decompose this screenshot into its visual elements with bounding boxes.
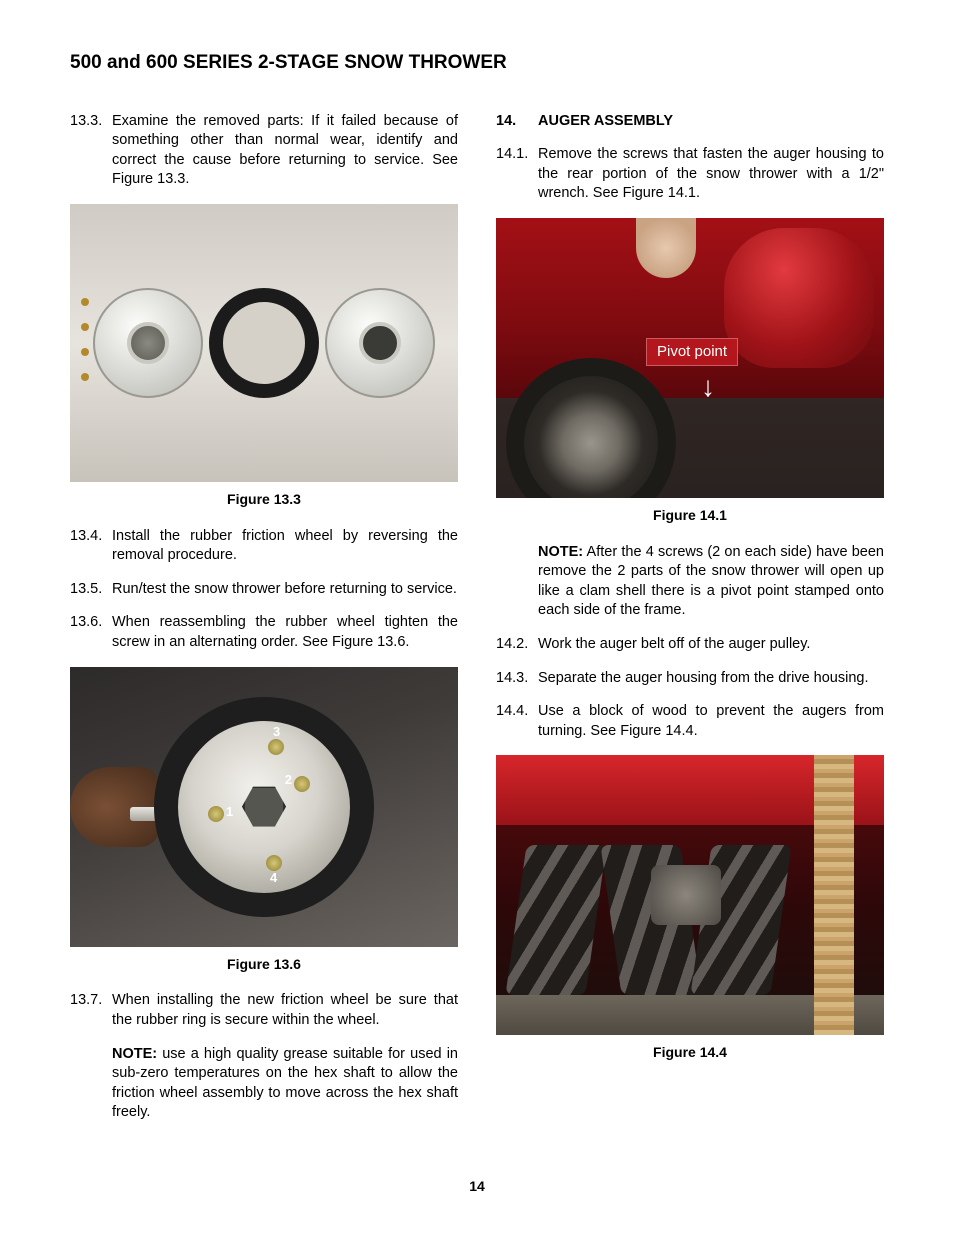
step-13-4: 13.4. Install the rubber friction wheel … xyxy=(70,527,458,566)
figure-caption: Figure 14.1 xyxy=(496,506,884,525)
step-text: Remove the screws that fasten the auger … xyxy=(538,145,884,204)
step-14-2: 14.2. Work the auger belt off of the aug… xyxy=(496,635,884,655)
note-text: After the 4 screws (2 on each side) have… xyxy=(538,544,884,619)
step-14-4: 14.4. Use a block of wood to prevent the… xyxy=(496,702,884,741)
section-title: AUGER ASSEMBLY xyxy=(538,112,673,132)
bolt-number: 1 xyxy=(226,803,233,821)
step-number: 14.1. xyxy=(496,145,538,204)
step-14-1: 14.1. Remove the screws that fasten the … xyxy=(496,145,884,204)
step-number: 14.2. xyxy=(496,635,538,655)
note-label: NOTE: xyxy=(112,1046,157,1062)
step-number: 13.3. xyxy=(70,112,112,190)
step-13-5: 13.5. Run/test the snow thrower before r… xyxy=(70,580,458,600)
step-text: Run/test the snow thrower before returni… xyxy=(112,580,458,600)
figure-caption: Figure 13.6 xyxy=(70,955,458,974)
section-14-heading: 14. AUGER ASSEMBLY xyxy=(496,112,884,132)
step-text: When reassembling the rubber wheel tight… xyxy=(112,613,458,652)
step-text: Use a block of wood to prevent the auger… xyxy=(538,702,884,741)
step-14-3: 14.3. Separate the auger housing from th… xyxy=(496,669,884,689)
note-right: NOTE: After the 4 screws (2 on each side… xyxy=(538,543,884,621)
figure-14-4: Figure 14.4 xyxy=(496,755,884,1062)
page-title: 500 and 600 SERIES 2-STAGE SNOW THROWER xyxy=(70,50,884,76)
step-13-7: 13.7. When installing the new friction w… xyxy=(70,991,458,1030)
page-number: 14 xyxy=(70,1177,884,1196)
bolt-number: 4 xyxy=(270,869,277,887)
figure-13-6-image: 1 2 3 4 xyxy=(70,667,458,947)
step-text: Work the auger belt off of the auger pul… xyxy=(538,635,884,655)
figure-14-4-image xyxy=(496,755,884,1035)
figure-14-1: Pivot point ↓ Figure 14.1 xyxy=(496,218,884,525)
step-number: 13.7. xyxy=(70,991,112,1030)
left-column: 13.3. Examine the removed parts: If it f… xyxy=(70,112,458,1137)
step-number: 13.4. xyxy=(70,527,112,566)
step-number: 13.6. xyxy=(70,613,112,652)
step-number: 14.3. xyxy=(496,669,538,689)
step-13-6: 13.6. When reassembling the rubber wheel… xyxy=(70,613,458,652)
bolt-number: 3 xyxy=(273,723,280,741)
step-text: Separate the auger housing from the driv… xyxy=(538,669,884,689)
note-text: use a high quality grease suitable for u… xyxy=(112,1046,458,1121)
bolt-number: 2 xyxy=(285,771,292,789)
figure-caption: Figure 13.3 xyxy=(70,490,458,509)
pivot-point-callout: Pivot point xyxy=(646,338,738,366)
step-text: Examine the removed parts: If it failed … xyxy=(112,112,458,190)
right-column: 14. AUGER ASSEMBLY 14.1. Remove the scre… xyxy=(496,112,884,1137)
two-column-layout: 13.3. Examine the removed parts: If it f… xyxy=(70,112,884,1137)
note-label: NOTE: xyxy=(538,544,583,560)
arrow-icon: ↓ xyxy=(701,368,715,406)
figure-14-1-image: Pivot point ↓ xyxy=(496,218,884,498)
note-left: NOTE: use a high quality grease suitable… xyxy=(112,1045,458,1123)
figure-13-3: Figure 13.3 xyxy=(70,204,458,509)
figure-13-6: 1 2 3 4 Figure 13.6 xyxy=(70,667,458,974)
figure-13-3-image xyxy=(70,204,458,482)
section-number: 14. xyxy=(496,112,538,132)
figure-caption: Figure 14.4 xyxy=(496,1043,884,1062)
step-13-3: 13.3. Examine the removed parts: If it f… xyxy=(70,112,458,190)
step-number: 13.5. xyxy=(70,580,112,600)
step-text: Install the rubber friction wheel by rev… xyxy=(112,527,458,566)
step-text: When installing the new friction wheel b… xyxy=(112,991,458,1030)
step-number: 14.4. xyxy=(496,702,538,741)
